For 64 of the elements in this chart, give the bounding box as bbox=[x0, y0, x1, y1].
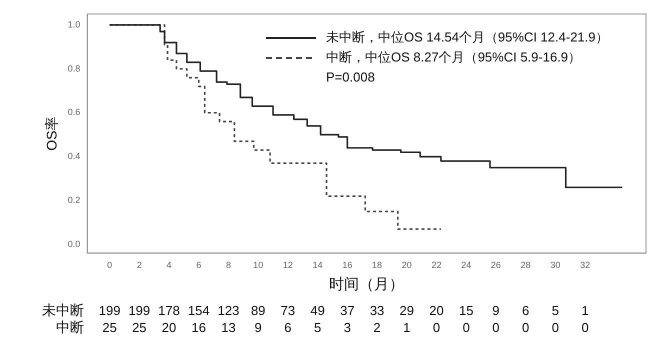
text: 73 bbox=[280, 303, 296, 318]
text: 1 bbox=[581, 303, 589, 318]
text: 6 bbox=[284, 320, 292, 335]
x-tick-label: 32 bbox=[580, 260, 590, 270]
text: 0 bbox=[552, 320, 559, 335]
text: 13 bbox=[221, 320, 236, 335]
text: 0 bbox=[522, 320, 530, 335]
legend-label: 中断，中位OS 8.27个月（95%CI 5.9-16.9） bbox=[326, 50, 582, 65]
annotation: P=0.008 bbox=[326, 70, 375, 85]
x-tick-label: 6 bbox=[196, 260, 202, 270]
text: 49 bbox=[310, 303, 325, 318]
x-tick-label: 10 bbox=[253, 260, 264, 270]
y-tick-label: 0.4 bbox=[68, 151, 80, 162]
text: 5 bbox=[314, 320, 322, 335]
text: 0 bbox=[432, 320, 440, 335]
text: 178 bbox=[158, 303, 180, 318]
x-tick-label: 26 bbox=[490, 260, 501, 270]
text: 123 bbox=[218, 303, 240, 318]
x-tick-label: 30 bbox=[550, 260, 560, 270]
x-tick-label: 24 bbox=[461, 260, 472, 270]
text: 6 bbox=[522, 303, 530, 318]
text: 0 bbox=[462, 320, 470, 335]
text: 0 bbox=[492, 320, 500, 335]
y-axis-title: OS率 bbox=[43, 116, 60, 151]
x-tick-label: 2 bbox=[136, 260, 142, 270]
x-tick-label: 14 bbox=[312, 260, 323, 270]
text: 1 bbox=[403, 320, 410, 335]
x-tick-label: 20 bbox=[402, 260, 412, 270]
y-tick-label: 0.2 bbox=[68, 195, 80, 206]
text: 37 bbox=[340, 303, 355, 318]
text: 89 bbox=[250, 303, 266, 318]
text: 9 bbox=[254, 320, 262, 335]
category-label: 中断 bbox=[56, 319, 84, 335]
text: 2 bbox=[373, 320, 381, 335]
x-tick-label: 4 bbox=[166, 260, 172, 270]
text: 154 bbox=[188, 303, 210, 318]
x-tick-label: 12 bbox=[282, 260, 293, 270]
text: 3 bbox=[344, 320, 351, 335]
text: 9 bbox=[492, 303, 500, 318]
category-label: 未中断 bbox=[42, 302, 84, 318]
x-tick-label: 8 bbox=[226, 260, 231, 270]
text: 25 bbox=[132, 320, 147, 335]
x-tick-label: 28 bbox=[520, 260, 531, 270]
text: 29 bbox=[400, 303, 414, 318]
text: 16 bbox=[192, 320, 206, 335]
y-tick-label: 0.6 bbox=[68, 107, 80, 118]
text: 199 bbox=[98, 303, 120, 318]
x-tick-label: 0 bbox=[107, 260, 112, 270]
y-tick-label: 0.0 bbox=[68, 238, 80, 249]
text: 20 bbox=[162, 320, 176, 335]
x-tick-label: 18 bbox=[372, 260, 382, 270]
x-tick-label: 16 bbox=[342, 260, 352, 270]
text: 0 bbox=[581, 320, 589, 335]
y-tick-label: 0.8 bbox=[68, 63, 80, 74]
y-tick-label: 1.0 bbox=[68, 19, 80, 30]
text: 20 bbox=[429, 303, 444, 318]
text: 199 bbox=[128, 303, 150, 318]
text: 33 bbox=[370, 303, 384, 318]
legend-label: 未中断，中位OS 14.54个月（95%CI 12.4-21.9） bbox=[326, 30, 608, 45]
text: 5 bbox=[552, 303, 559, 318]
text: 25 bbox=[102, 320, 117, 335]
x-axis-title: 时间（月） bbox=[329, 276, 404, 294]
text: 15 bbox=[458, 303, 474, 318]
x-tick-label: 22 bbox=[431, 260, 442, 270]
